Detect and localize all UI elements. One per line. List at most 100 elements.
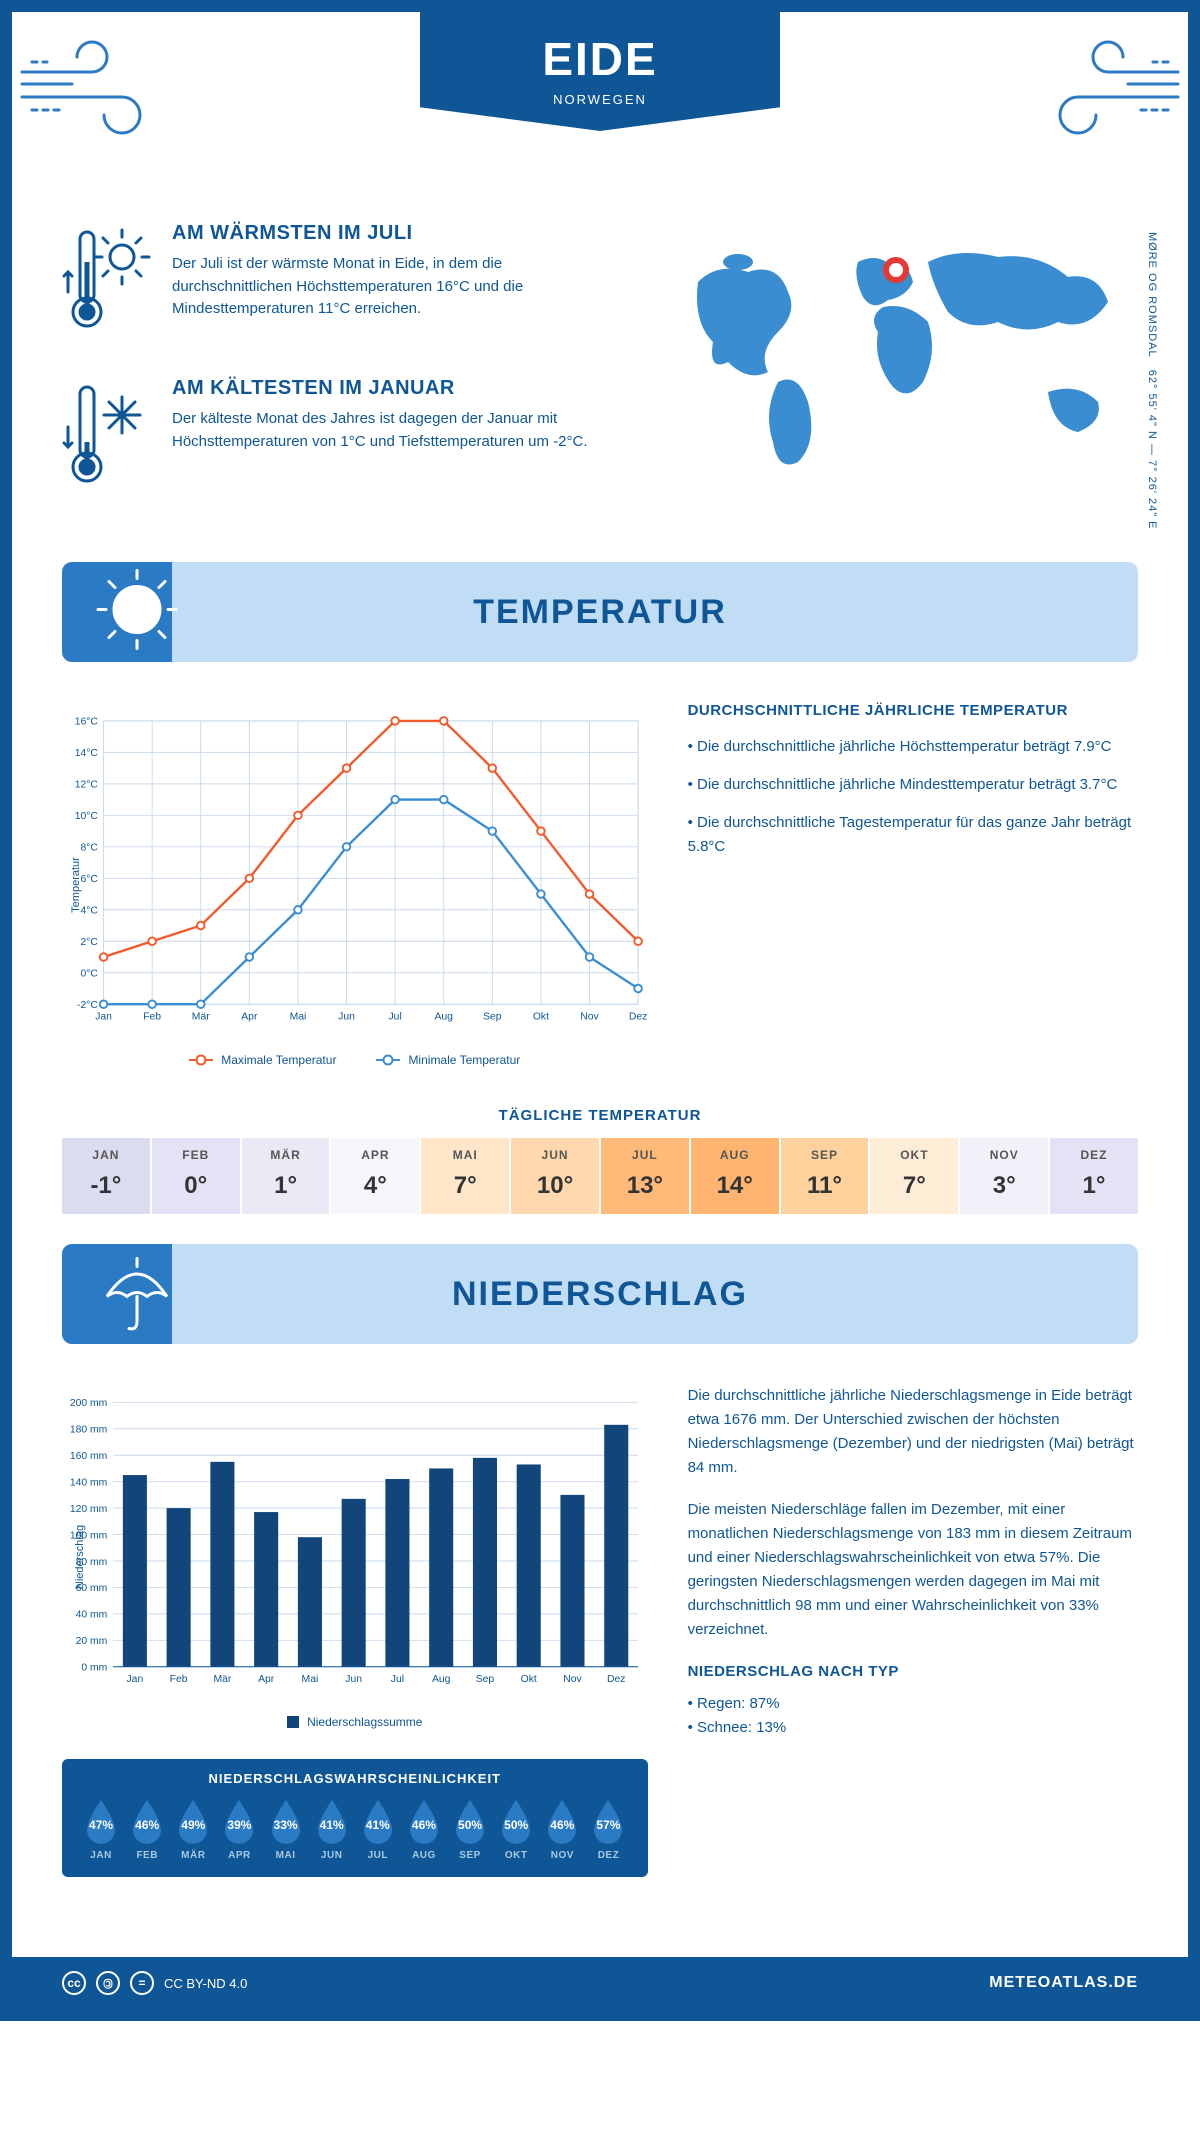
svg-text:Jun: Jun xyxy=(345,1674,362,1685)
by-icon: 🄯 xyxy=(96,1971,120,1995)
precip-type-title: NIEDERSCHLAG NACH TYP xyxy=(688,1660,1138,1684)
svg-text:Jan: Jan xyxy=(127,1674,144,1685)
precipitation-heading: NIEDERSCHLAG xyxy=(452,1275,748,1314)
wind-icon xyxy=(12,32,172,167)
drop-icon: 39% xyxy=(219,1798,259,1846)
drop-icon: 49% xyxy=(173,1798,213,1846)
daily-temp-cell: JAN-1° xyxy=(62,1138,152,1214)
svg-text:Feb: Feb xyxy=(170,1674,188,1685)
svg-text:Jul: Jul xyxy=(389,1011,402,1022)
temp-notes-title: DURCHSCHNITTLICHE JÄHRLICHE TEMPERATUR xyxy=(688,702,1138,719)
prob-drop-cell: 46% AUG xyxy=(401,1798,447,1861)
prob-drop-cell: 50% SEP xyxy=(447,1798,493,1861)
svg-text:0 mm: 0 mm xyxy=(81,1663,107,1674)
svg-text:Feb: Feb xyxy=(143,1011,161,1022)
warmest-text: Der Juli ist der wärmste Monat in Eide, … xyxy=(172,253,618,321)
svg-text:Mär: Mär xyxy=(213,1674,231,1685)
intro-section: AM WÄRMSTEN IM JULI Der Juli ist der wär… xyxy=(62,222,1138,532)
svg-text:Jun: Jun xyxy=(338,1011,355,1022)
svg-text:Dez: Dez xyxy=(607,1674,625,1685)
drop-icon: 41% xyxy=(358,1798,398,1846)
svg-text:16°C: 16°C xyxy=(75,717,99,728)
prob-title: NIEDERSCHLAGSWAHRSCHEINLICHKEIT xyxy=(78,1771,632,1786)
coordinates-label: MØRE OG ROMSDAL 62° 55' 4" N — 7° 26' 24… xyxy=(1146,232,1158,530)
prob-drop-cell: 46% FEB xyxy=(124,1798,170,1861)
thermometer-snow-icon xyxy=(62,377,152,502)
warmest-block: AM WÄRMSTEN IM JULI Der Juli ist der wär… xyxy=(62,222,618,347)
prob-drop-cell: 50% OKT xyxy=(493,1798,539,1861)
svg-text:120 mm: 120 mm xyxy=(70,1504,107,1515)
prob-drop-cell: 46% NOV xyxy=(539,1798,585,1861)
daily-temp-cell: JUL13° xyxy=(601,1138,691,1214)
coldest-text: Der kälteste Monat des Jahres ist dagege… xyxy=(172,408,618,453)
wind-icon xyxy=(1028,32,1188,167)
daily-temp-cell: MAI7° xyxy=(421,1138,511,1214)
drop-icon: 50% xyxy=(496,1798,536,1846)
svg-text:Apr: Apr xyxy=(258,1674,275,1685)
svg-text:40 mm: 40 mm xyxy=(76,1610,108,1621)
svg-text:Okt: Okt xyxy=(521,1674,537,1685)
nd-icon: = xyxy=(130,1971,154,1995)
coldest-title: AM KÄLTESTEN IM JANUAR xyxy=(172,377,618,400)
svg-text:6°C: 6°C xyxy=(80,874,98,885)
svg-text:20 mm: 20 mm xyxy=(76,1636,108,1647)
temp-note-item: Die durchschnittliche Tagestemperatur fü… xyxy=(688,811,1138,859)
temp-legend: Maximale Temperatur Minimale Temperatur xyxy=(62,1053,648,1067)
daily-temp-cell: DEZ1° xyxy=(1050,1138,1138,1214)
precipitation-banner: NIEDERSCHLAG xyxy=(62,1244,1138,1344)
svg-text:14°C: 14°C xyxy=(75,748,99,759)
temperature-banner: TEMPERATUR xyxy=(62,562,1138,662)
location-country: NORWEGEN xyxy=(420,92,780,107)
prob-drop-cell: 47% JAN xyxy=(78,1798,124,1861)
coldest-block: AM KÄLTESTEN IM JANUAR Der kälteste Mona… xyxy=(62,377,618,502)
drop-icon: 47% xyxy=(81,1798,121,1846)
daily-temp-cell: OKT7° xyxy=(870,1138,960,1214)
license-label: CC BY-ND 4.0 xyxy=(164,1976,247,1991)
svg-text:12°C: 12°C xyxy=(75,780,99,791)
drop-icon: 57% xyxy=(588,1798,628,1846)
svg-text:Mai: Mai xyxy=(290,1011,307,1022)
svg-text:180 mm: 180 mm xyxy=(70,1425,107,1436)
svg-text:-2°C: -2°C xyxy=(77,1000,98,1011)
prob-drop-cell: 41% JUL xyxy=(355,1798,401,1861)
cc-icon: cc xyxy=(62,1971,86,1995)
precip-type-item: Schnee: 13% xyxy=(688,1716,1138,1740)
svg-text:Mai: Mai xyxy=(302,1674,319,1685)
prob-drop-cell: 39% APR xyxy=(216,1798,262,1861)
temp-note-item: Die durchschnittliche jährliche Höchstte… xyxy=(688,735,1138,759)
daily-temp-title: TÄGLICHE TEMPERATUR xyxy=(62,1107,1138,1124)
thermometer-sun-icon xyxy=(62,222,152,347)
precip-probability-box: NIEDERSCHLAGSWAHRSCHEINLICHKEIT 47% JAN … xyxy=(62,1759,648,1877)
precip-legend: Niederschlagssumme xyxy=(62,1715,648,1729)
daily-temp-cell: AUG14° xyxy=(691,1138,781,1214)
svg-text:Nov: Nov xyxy=(580,1011,599,1022)
svg-text:Sep: Sep xyxy=(476,1674,495,1685)
svg-text:8°C: 8°C xyxy=(80,843,98,854)
temperature-line-chart: Temperatur -2°C0°C2°C4°C6°C8°C10°C12°C14… xyxy=(62,702,648,1067)
precipitation-text: Die durchschnittliche jährliche Niedersc… xyxy=(688,1384,1138,1877)
svg-text:Jul: Jul xyxy=(391,1674,404,1685)
svg-text:Mär: Mär xyxy=(192,1011,210,1022)
svg-text:Okt: Okt xyxy=(533,1011,549,1022)
drop-icon: 33% xyxy=(266,1798,306,1846)
svg-text:4°C: 4°C xyxy=(80,906,98,917)
svg-text:10°C: 10°C xyxy=(75,811,99,822)
svg-text:Dez: Dez xyxy=(629,1011,647,1022)
prob-drop-cell: 33% MAI xyxy=(263,1798,309,1861)
prob-drop-cell: 57% DEZ xyxy=(585,1798,631,1861)
daily-temp-cell: JUN10° xyxy=(511,1138,601,1214)
precip-y-axis-label: Niederschlag xyxy=(74,1524,86,1588)
temperature-heading: TEMPERATUR xyxy=(473,593,727,632)
svg-text:160 mm: 160 mm xyxy=(70,1451,107,1462)
world-map: MØRE OG ROMSDAL 62° 55' 4" N — 7° 26' 24… xyxy=(658,222,1138,532)
temperature-notes: DURCHSCHNITTLICHE JÄHRLICHE TEMPERATUR D… xyxy=(688,702,1138,1067)
daily-temp-cell: FEB0° xyxy=(152,1138,242,1214)
precipitation-bar-chart: Niederschlag 0 mm20 mm40 mm60 mm80 mm100… xyxy=(62,1384,648,1729)
daily-temp-cell: APR4° xyxy=(331,1138,421,1214)
drop-icon: 41% xyxy=(312,1798,352,1846)
precip-type-item: Regen: 87% xyxy=(688,1692,1138,1716)
site-name: METEOATLAS.DE xyxy=(989,1974,1138,1992)
footer: cc 🄯 = CC BY-ND 4.0 METEOATLAS.DE xyxy=(12,1957,1188,2009)
drop-icon: 50% xyxy=(450,1798,490,1846)
drop-icon: 46% xyxy=(542,1798,582,1846)
